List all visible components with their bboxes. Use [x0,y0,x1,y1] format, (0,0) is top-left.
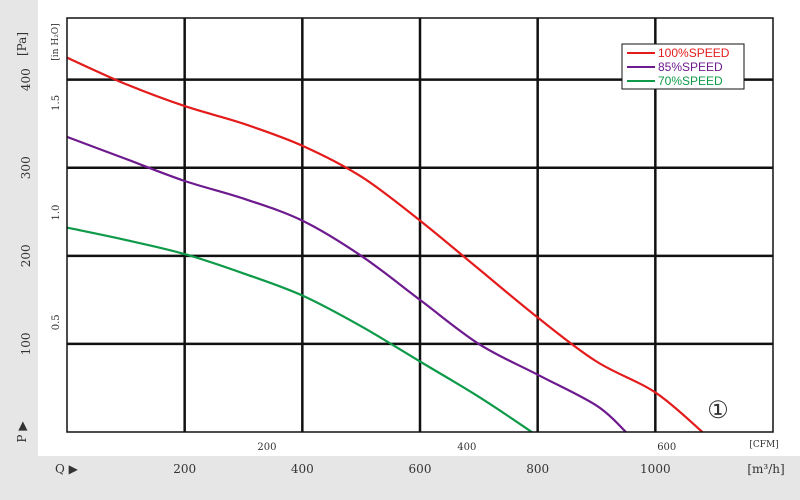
y-tick-labels: 100 200 300 400 [19,68,33,355]
y-tick-label: 400 [19,68,33,91]
bottom-axis-band [0,456,800,500]
y-inner-unit-label: [in H₂O] [51,23,61,60]
x-axis-symbol: Q ▶ [55,462,79,476]
legend-label-3: 70%SPEED [658,74,723,88]
x-inner-tick-labels: 200 400 600 [257,442,676,453]
left-axis-band [0,0,38,500]
y-inner-tick-label: 1.0 [51,205,62,221]
x-tick-label: 200 [173,462,196,476]
legend-label-2: 85%SPEED [658,60,723,74]
plot-frame [66,17,774,433]
x-tick-labels: 200 400 600 800 1000 [173,462,670,476]
y-tick-label: 200 [19,244,33,267]
y-inner-tick-label: 0.5 [51,314,62,330]
x-inner-unit-label: [CFM] [749,440,778,450]
x-unit-label: [m³/h] [747,462,784,476]
x-tick-label: 1000 [640,462,671,476]
curves [66,56,704,433]
y-inner-tick-label: 1.5 [51,95,62,111]
y-tick-label: 300 [19,156,33,179]
y-tick-label: 100 [19,332,33,355]
series-line-1 [66,56,704,433]
series-line-3 [66,226,533,433]
legend-label-1: 100%SPEED [658,46,730,60]
series-line-2 [66,135,627,433]
x-tick-label: 800 [526,462,549,476]
x-inner-tick-label: 600 [657,442,676,453]
x-inner-tick-label: 200 [257,442,276,453]
x-tick-label: 400 [291,462,314,476]
y-axis-symbol: P ▶ [15,421,29,443]
curve-marker: ① [707,396,729,424]
x-inner-tick-label: 400 [457,442,476,453]
y-unit-label: [Pa] [15,32,29,56]
y-inner-tick-labels: 0.5 1.0 1.5 [51,95,62,330]
x-tick-label: 600 [409,462,432,476]
